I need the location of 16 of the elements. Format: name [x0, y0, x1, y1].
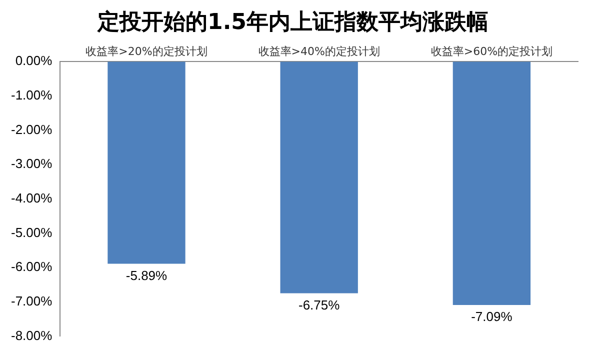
y-tick-label: -7.00% [10, 293, 53, 308]
y-tick-label: -8.00% [10, 328, 53, 343]
data-label: -5.89% [126, 268, 168, 283]
y-tick-label: -5.00% [10, 224, 53, 240]
chart-title: 定投开始的1.5年内上证指数平均涨跌幅 [96, 8, 488, 35]
data-label: -6.75% [298, 297, 340, 312]
y-tick-label: -4.00% [10, 190, 53, 206]
x-tick-label: 收益率>40%的定投计划 [258, 44, 380, 58]
y-tick-label: -2.00% [10, 122, 53, 137]
y-tick-label: 0.00% [15, 53, 53, 68]
x-tick-label: 收益率>60%的定投计划 [430, 44, 553, 58]
x-tick-label: 收益率>20%的定投计划 [86, 44, 208, 58]
data-label: -7.09% [471, 309, 513, 324]
y-tick-label: -6.00% [10, 259, 53, 274]
y-tick-label: -3.00% [10, 156, 53, 172]
y-tick-label: -1.00% [10, 88, 53, 103]
